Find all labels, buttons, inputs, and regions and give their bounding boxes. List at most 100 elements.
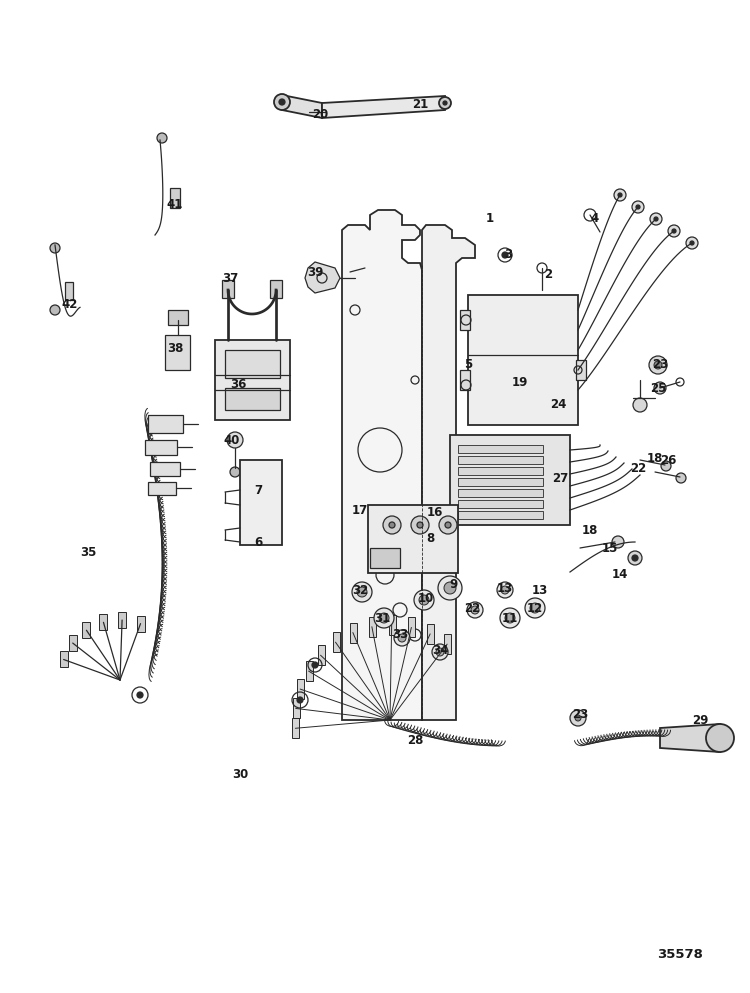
Text: 6: 6 — [254, 535, 262, 548]
Text: 41: 41 — [166, 199, 183, 212]
Circle shape — [383, 516, 401, 534]
Bar — [292, 718, 299, 738]
Bar — [82, 623, 91, 638]
Text: 2: 2 — [544, 268, 552, 281]
Text: 28: 28 — [406, 734, 423, 747]
Text: 34: 34 — [432, 643, 448, 656]
Text: 8: 8 — [426, 531, 434, 544]
Bar — [215, 340, 290, 420]
Bar — [460, 310, 470, 330]
Bar — [150, 462, 180, 476]
Circle shape — [414, 590, 434, 610]
Bar — [225, 388, 280, 410]
Text: 22: 22 — [464, 602, 480, 615]
Circle shape — [279, 99, 285, 105]
Circle shape — [157, 133, 167, 143]
Circle shape — [50, 243, 60, 253]
Circle shape — [389, 522, 395, 528]
Bar — [468, 295, 578, 425]
Bar — [576, 360, 586, 380]
Bar — [297, 679, 304, 699]
Circle shape — [633, 398, 647, 412]
Bar — [148, 415, 183, 433]
Circle shape — [374, 608, 394, 628]
Polygon shape — [305, 262, 340, 293]
Text: 32: 32 — [352, 584, 368, 597]
Text: 16: 16 — [427, 505, 443, 518]
Bar — [292, 698, 300, 718]
Circle shape — [227, 432, 243, 448]
Circle shape — [661, 461, 671, 471]
Circle shape — [632, 555, 638, 561]
Text: 17: 17 — [352, 503, 368, 516]
Circle shape — [654, 382, 666, 394]
Circle shape — [668, 225, 680, 237]
Bar — [332, 633, 340, 652]
Circle shape — [500, 608, 520, 628]
Circle shape — [636, 205, 640, 209]
Polygon shape — [342, 210, 422, 720]
Text: 25: 25 — [650, 381, 666, 394]
Circle shape — [438, 576, 462, 600]
Text: 14: 14 — [612, 569, 628, 582]
Text: 37: 37 — [222, 271, 238, 285]
Circle shape — [411, 516, 429, 534]
Text: 11: 11 — [502, 612, 518, 625]
Circle shape — [274, 94, 290, 110]
Bar — [240, 460, 282, 545]
Circle shape — [436, 648, 444, 656]
Bar — [370, 548, 400, 568]
Circle shape — [50, 305, 60, 315]
Bar — [458, 445, 543, 453]
Bar — [145, 440, 177, 455]
Text: 23: 23 — [572, 708, 588, 722]
Text: 24: 24 — [550, 398, 566, 411]
Text: 9: 9 — [448, 579, 457, 592]
Bar — [118, 612, 126, 628]
Text: 1: 1 — [486, 212, 494, 224]
Bar — [427, 624, 434, 643]
Circle shape — [676, 473, 686, 483]
Bar — [368, 505, 458, 573]
Text: 3: 3 — [504, 248, 512, 261]
Circle shape — [497, 582, 513, 598]
Text: 18: 18 — [646, 452, 663, 465]
Text: 19: 19 — [512, 375, 528, 388]
Bar — [458, 500, 543, 508]
Text: 30: 30 — [232, 769, 248, 781]
Text: 29: 29 — [692, 714, 708, 727]
Bar — [148, 482, 176, 495]
Bar — [136, 616, 145, 632]
Circle shape — [439, 97, 451, 109]
Text: 35: 35 — [80, 545, 96, 558]
Bar — [408, 618, 416, 638]
Circle shape — [398, 634, 406, 642]
Circle shape — [439, 516, 457, 534]
Text: 10: 10 — [418, 592, 434, 605]
Bar — [170, 188, 180, 208]
Circle shape — [505, 613, 515, 623]
Bar — [270, 280, 282, 298]
Bar — [165, 335, 190, 370]
Bar — [458, 511, 543, 519]
Bar — [458, 489, 543, 497]
Text: 4: 4 — [591, 212, 599, 224]
Circle shape — [706, 724, 734, 752]
Circle shape — [357, 587, 367, 597]
Text: 40: 40 — [224, 434, 240, 447]
Text: 27: 27 — [552, 472, 568, 485]
Bar — [460, 370, 470, 390]
Polygon shape — [422, 225, 475, 720]
Text: 21: 21 — [412, 98, 428, 111]
Circle shape — [618, 193, 622, 197]
Circle shape — [649, 356, 667, 374]
Bar — [305, 661, 313, 681]
Bar — [458, 456, 543, 464]
Bar — [100, 615, 107, 631]
Text: 12: 12 — [526, 602, 543, 615]
Circle shape — [672, 229, 676, 233]
Circle shape — [432, 644, 448, 660]
Text: 13: 13 — [496, 582, 513, 595]
Circle shape — [501, 586, 509, 594]
Circle shape — [575, 715, 581, 721]
